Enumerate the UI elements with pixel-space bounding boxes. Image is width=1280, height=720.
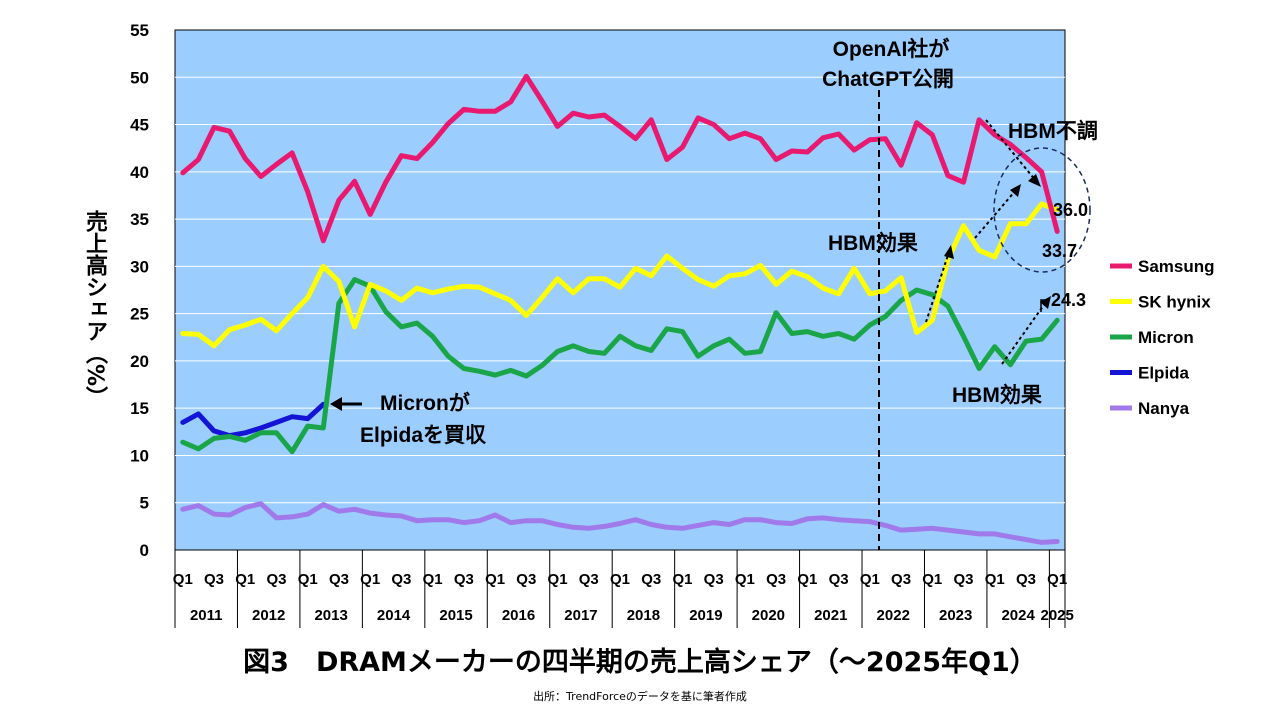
x-year-label: 2021 — [814, 607, 847, 624]
x-quarter-label: Q1 — [985, 571, 1005, 588]
y-tick-label: 50 — [130, 68, 149, 87]
x-quarter-label: Q1 — [1047, 571, 1067, 588]
x-year-label: 2014 — [377, 607, 411, 624]
x-year-label: 2024 — [1001, 607, 1035, 624]
x-quarter-label: Q3 — [704, 571, 724, 588]
x-quarter-label: Q1 — [922, 571, 942, 588]
label-samsung-last: 33.7 — [1042, 241, 1077, 261]
label-micron-leader — [1040, 299, 1049, 312]
y-tick-label: 40 — [130, 163, 149, 182]
series-line-micron — [180, 277, 1060, 455]
series-line-samsung — [180, 73, 1060, 244]
x-year-label: 2018 — [627, 607, 660, 624]
hbm-effect-bottom-arrow — [1001, 301, 1047, 365]
x-year-label: 2015 — [439, 607, 472, 624]
x-quarter-label: Q1 — [360, 571, 380, 588]
legend: Samsung SK hynix Micron Elpida Nanya — [1110, 257, 1215, 418]
y-axis-ticks: 0 5 10 15 20 25 30 35 40 45 50 55 — [130, 21, 149, 560]
x-year-label: 2020 — [752, 607, 785, 624]
x-quarter-label: Q3 — [391, 571, 411, 588]
y-tick-label: 25 — [130, 305, 149, 324]
annotation-hbm-weak: HBM不調 — [1008, 119, 1098, 143]
y-tick-label: 15 — [130, 399, 149, 418]
label-micron-last: 24.3 — [1051, 290, 1086, 310]
x-quarter-label: Q1 — [672, 571, 692, 588]
legend-label: Samsung — [1138, 257, 1215, 276]
x-quarter-label: Q3 — [579, 571, 599, 588]
highlight-ellipse — [993, 147, 1091, 273]
x-quarter-label: Q3 — [891, 571, 911, 588]
x-year-label: 2012 — [252, 607, 285, 624]
label-skhynix-last: 36.0 — [1053, 200, 1088, 220]
series-line-sk-hynix — [180, 201, 1060, 349]
x-quarter-label: Q1 — [860, 571, 880, 588]
x-quarter-label: Q1 — [235, 571, 255, 588]
legend-label: SK hynix — [1138, 293, 1211, 312]
annotation-hbm-effect-bottom: HBM効果 — [952, 383, 1042, 407]
micron-acquisition-arrow-head — [330, 397, 342, 411]
x-quarter-label: Q3 — [1016, 571, 1036, 588]
x-quarter-label: Q3 — [766, 571, 786, 588]
x-year-label: 2022 — [877, 607, 910, 624]
x-quarter-label: Q1 — [548, 571, 568, 588]
x-year-label: 2017 — [564, 607, 597, 624]
x-quarter-label: Q3 — [266, 571, 286, 588]
x-year-label: 2023 — [939, 607, 972, 624]
annotation-micron-line2: Elpidaを買収 — [360, 424, 487, 447]
y-tick-label: 10 — [130, 446, 149, 465]
plot-area — [174, 29, 1066, 551]
y-tick-label: 0 — [140, 541, 149, 560]
x-year-label: 2025 — [1041, 607, 1074, 624]
y-tick-label: 30 — [130, 257, 149, 276]
x-quarter-label: Q1 — [173, 571, 193, 588]
x-quarter-label: Q1 — [298, 571, 318, 588]
series-lines — [180, 73, 1060, 545]
hbm-effect-top-arrow-1-head — [944, 245, 954, 259]
legend-label: Nanya — [1138, 399, 1190, 418]
y-tick-label: 35 — [130, 210, 149, 229]
annotation-openai-line2: ChatGPT公開 — [822, 68, 954, 91]
x-year-label: 2019 — [689, 607, 722, 624]
hbm-effect-top-arrow-2 — [974, 189, 1017, 239]
x-quarter-label: Q1 — [735, 571, 755, 588]
x-quarter-label: Q3 — [454, 571, 474, 588]
x-quarter-label: Q3 — [329, 571, 349, 588]
series-line-elpida — [180, 401, 326, 439]
series-line-nanya — [180, 501, 1060, 545]
x-quarter-label: Q1 — [485, 571, 505, 588]
hbm-weak-arrow-head — [1028, 174, 1041, 187]
x-quarter-label: Q3 — [641, 571, 661, 588]
chart-title: 図3 DRAMメーカーの四半期の売上高シェア（～2025年Q1） — [243, 647, 1037, 678]
hbm-effect-top-arrow-1 — [925, 251, 950, 323]
x-quarter-label: Q1 — [423, 571, 443, 588]
y-tick-label: 55 — [130, 21, 149, 40]
hbm-effect-top-arrow-2-head — [1010, 184, 1021, 197]
y-axis-label: 売上高シェア（%） — [82, 210, 107, 409]
x-quarter-label: Q3 — [954, 571, 974, 588]
y-tick-label: 5 — [140, 494, 149, 513]
x-quarter-label: Q3 — [516, 571, 536, 588]
x-year-label: 2011 — [190, 607, 223, 624]
y-tick-label: 20 — [130, 352, 149, 371]
source-note: 出所：TrendForceのデータを基に筆者作成 — [533, 690, 747, 703]
x-year-label: 2016 — [502, 607, 535, 624]
x-quarter-label: Q1 — [610, 571, 630, 588]
legend-label: Elpida — [1138, 364, 1190, 383]
annotation-hbm-effect-top: HBM効果 — [828, 231, 918, 255]
hbm-weak-arrow — [985, 119, 1037, 182]
x-year-label: 2013 — [314, 607, 347, 624]
annotation-openai-line1: OpenAI社が — [833, 37, 950, 61]
annotation-micron-line1: Micronが — [380, 391, 470, 415]
y-tick-label: 45 — [130, 116, 149, 135]
x-quarter-label: Q1 — [797, 571, 817, 588]
legend-label: Micron — [1138, 328, 1194, 347]
x-quarter-label: Q3 — [829, 571, 849, 588]
x-axis-ticks: Q1 Q3 Q1 Q3 Q1 Q3 Q1 Q3 Q1 Q3 Q1 Q3 Q1 Q3 Q1 Q3 Q1 Q3 Q1 Q3… — [173, 550, 1074, 628]
x-quarter-label: Q3 — [204, 571, 224, 588]
